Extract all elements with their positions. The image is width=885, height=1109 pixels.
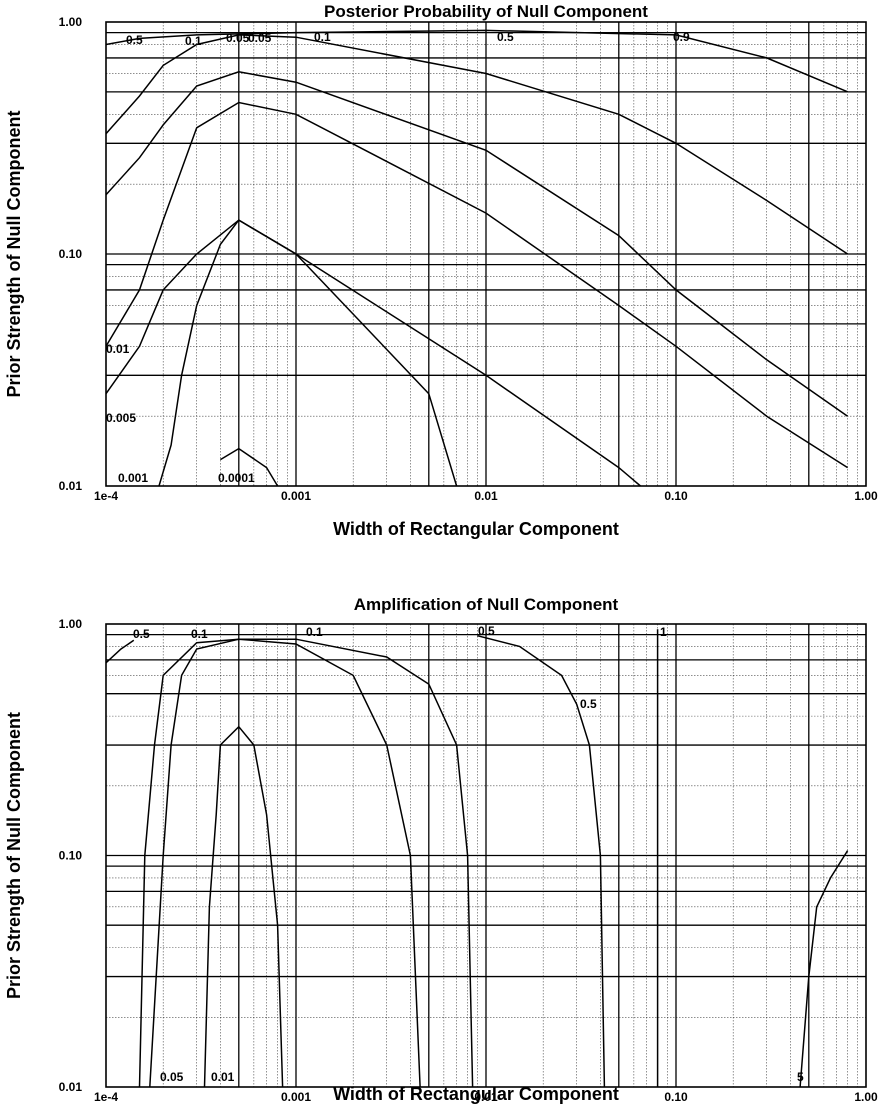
chart-title: Amplification of Null Component xyxy=(354,595,619,614)
series-line-0_1 xyxy=(149,638,474,1088)
amplification-chart: 0.5 0.1 0.1 0.5 1 0.5 0.05 0.01 5 1e-4 0.001 0.01 0.… xyxy=(4,595,878,1104)
series-line-0_0001 xyxy=(220,447,279,487)
y-axis-label: Prior Strength of Null Component xyxy=(4,712,24,999)
grid xyxy=(106,22,866,486)
contour-label: 0.05 xyxy=(160,1070,184,1084)
contour-label: 0.05 xyxy=(248,31,272,45)
contour-label: 5 xyxy=(797,1070,804,1084)
contour-label: 0.001 xyxy=(118,471,148,485)
series-line-0_01 xyxy=(105,101,849,469)
x-tick-label: 0.01 xyxy=(474,489,498,503)
contour-label: 1 xyxy=(660,625,667,639)
series-line-5 xyxy=(799,850,849,1088)
chart-title: Posterior Probability of Null Component xyxy=(324,2,648,21)
contour-label: 0.01 xyxy=(211,1070,235,1084)
y-tick-label: 0.10 xyxy=(59,849,83,863)
x-tick-label: 0.10 xyxy=(664,1090,688,1104)
y-tick-label: 0.01 xyxy=(59,479,83,493)
x-tick-label: 0.10 xyxy=(664,489,688,503)
series-line-0_1 xyxy=(105,34,849,255)
series-line-0_01 xyxy=(203,725,284,1088)
contour-label: 0.5 xyxy=(478,624,495,638)
y-axis-label: Prior Strength of Null Component xyxy=(4,111,24,398)
y-tick-label: 1.00 xyxy=(59,15,83,29)
x-tick-label: 1e-4 xyxy=(94,489,118,503)
contour-label: 0.1 xyxy=(191,627,208,641)
contour-label: 0.05 xyxy=(226,31,250,45)
series-line-0_5 xyxy=(477,634,606,1088)
y-tick-label: 0.10 xyxy=(59,247,83,261)
plot-frame xyxy=(105,623,867,1088)
x-tick-label: 0.01 xyxy=(474,1090,498,1104)
series-line-0_5 xyxy=(105,29,848,93)
series-group xyxy=(105,629,849,1088)
y-tick-label: 0.01 xyxy=(59,1080,83,1094)
contour-label: 0.9 xyxy=(673,30,690,44)
contour-label: 0.5 xyxy=(126,33,143,47)
contour-label: 0.5 xyxy=(580,697,597,711)
x-axis-label: Width of Rectangular Component xyxy=(333,1084,619,1104)
contour-label: 0.1 xyxy=(314,30,331,44)
series-group xyxy=(105,29,849,487)
contour-label: 0.005 xyxy=(106,411,136,425)
series-line-0_001 xyxy=(158,219,458,487)
contour-label: 0.1 xyxy=(185,34,202,48)
contour-label: 0.0001 xyxy=(218,471,255,485)
x-tick-label: 1.00 xyxy=(854,489,878,503)
series-line-0_5 xyxy=(105,639,135,664)
contour-label: 0.01 xyxy=(106,342,130,356)
x-tick-label: 1.00 xyxy=(854,1090,878,1104)
contour-label: 0.5 xyxy=(133,627,150,641)
grid xyxy=(106,624,866,1087)
plot-frame xyxy=(105,21,867,487)
x-axis-label: Width of Rectangular Component xyxy=(333,519,619,539)
contour-label: 0.1 xyxy=(306,625,323,639)
x-tick-label: 1e-4 xyxy=(94,1090,118,1104)
contour-label: 0.5 xyxy=(497,30,514,44)
x-tick-label: 0.001 xyxy=(281,489,311,503)
posterior-probability-chart: 0.5 0.1 0.050.05 0.1 0.5 0.9 0.01 0.005 0.001 0.0… xyxy=(4,2,878,539)
y-tick-label: 1.00 xyxy=(59,617,83,631)
series-line-0_05 xyxy=(105,71,849,417)
x-tick-label: 0.001 xyxy=(281,1090,311,1104)
